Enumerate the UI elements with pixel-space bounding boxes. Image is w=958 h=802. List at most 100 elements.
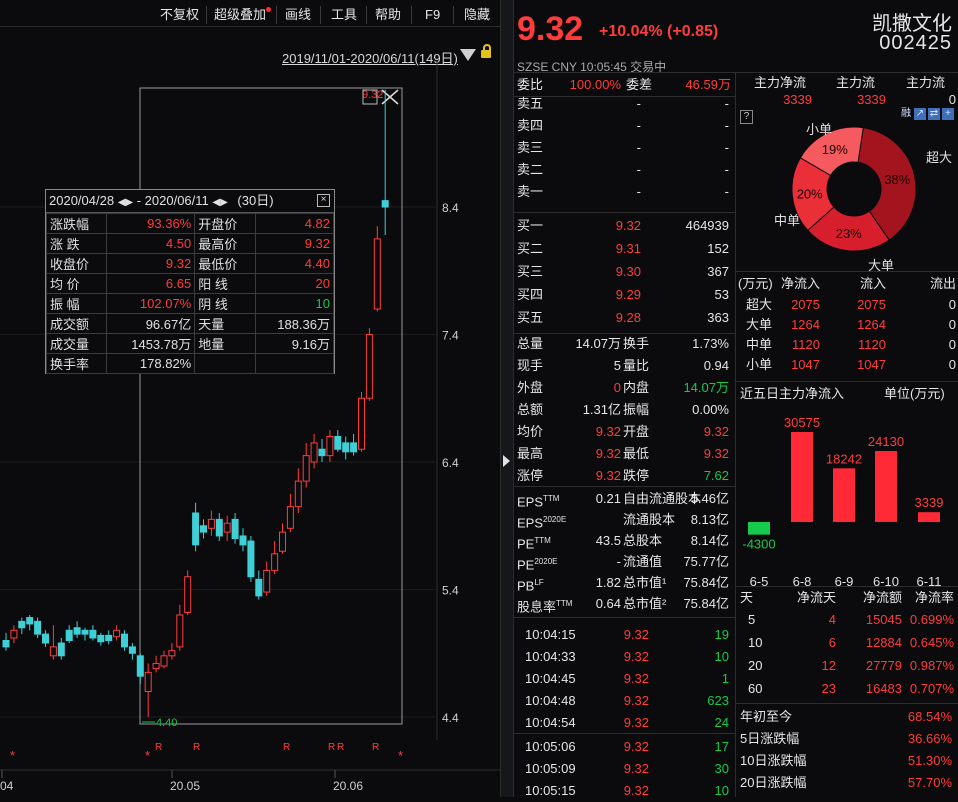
- r-mark: R: [283, 742, 290, 753]
- toolbar-tools-button[interactable]: 工具: [331, 7, 358, 22]
- summary-value: 14.07万: [683, 380, 729, 395]
- stats-value: 4.50: [106, 233, 196, 254]
- pie-label: 大单: [868, 258, 894, 273]
- stats-label: 最低价: [194, 253, 256, 274]
- fundamental-sup: TTM: [534, 536, 551, 545]
- return-label: 20日涨跌幅: [740, 775, 807, 790]
- prev-next-arrows-icon[interactable]: ◀▶: [212, 197, 228, 208]
- ask-price: -: [636, 140, 641, 155]
- tick-price: 9.32: [623, 627, 649, 642]
- tick-price: 9.32: [623, 671, 649, 686]
- stats-label: 收盘价: [45, 253, 108, 274]
- candle: [231, 513, 239, 544]
- fundamental-label: PETTM: [517, 530, 551, 552]
- fundamental-label: 流通股本: [623, 512, 676, 527]
- candle: [49, 625, 57, 660]
- ask-level-label: 卖三: [517, 140, 544, 155]
- candle: [184, 570, 192, 615]
- five-day-value-label: 30575: [784, 415, 820, 430]
- x-tick-label: 20.06: [333, 779, 363, 793]
- return-value: 57.70%: [907, 775, 952, 790]
- pie-slice: [799, 126, 864, 177]
- price-change: +10.04% (+0.85): [599, 23, 719, 40]
- five-day-bar-chart: -4300 6-5 30575 6-8 18242 6-9 24130 6-10 3339 6-1…: [742, 415, 943, 589]
- kline-chart[interactable]: 不复权 超级叠加 画线 工具 帮助 F9 隐藏 2019/11/01-2020/…: [0, 0, 500, 797]
- bid-volume: 53: [714, 287, 729, 302]
- r-mark: R: [372, 742, 379, 753]
- candle: [136, 653, 144, 684]
- candle: [247, 535, 255, 582]
- flow-swap-icon[interactable]: ⇄: [928, 108, 940, 120]
- fundamental-value: 0.64: [595, 596, 621, 611]
- tick-volume: 19: [714, 627, 729, 642]
- toolbar-overlay-button[interactable]: 超级叠加: [214, 7, 267, 22]
- fundamental-value: 8.14亿: [690, 533, 729, 548]
- toolbar-help-button[interactable]: 帮助: [375, 7, 402, 22]
- kline-plot[interactable]: 8.47.46.45.44.49.324.40R R R R R R* * *04 20.05 2…: [0, 60, 500, 797]
- fundamental-label: 流通值: [623, 554, 663, 569]
- stats-label: [194, 353, 256, 374]
- fundamental-label: 总市值¹: [623, 575, 667, 590]
- tick-price: 9.32: [623, 739, 649, 754]
- candle: [18, 617, 26, 635]
- fundamental-sup: TTM: [556, 599, 573, 608]
- candle: [239, 528, 247, 552]
- candle: [326, 430, 334, 462]
- summary-value: 5: [613, 358, 621, 373]
- flow-add-icon[interactable]: +: [942, 108, 954, 120]
- five-day-bar: [791, 432, 813, 522]
- toolbar-fuquan-button[interactable]: 不复权: [160, 7, 200, 22]
- mainflow-value: 0: [948, 92, 956, 107]
- toolbar-draw-button[interactable]: 画线: [285, 7, 312, 22]
- toolbar-hide-button[interactable]: 隐藏: [464, 7, 491, 22]
- flow-financing-icon[interactable]: 融: [901, 108, 911, 119]
- pie-label: 中单: [774, 213, 800, 228]
- summary-value: 9.32: [595, 424, 621, 439]
- period-table-cell: 6: [828, 635, 836, 650]
- panel-splitter[interactable]: [500, 0, 514, 797]
- five-day-value-label: 24130: [868, 434, 904, 449]
- flow-share-icon[interactable]: ↗: [914, 108, 926, 120]
- five-day-bar: [875, 450, 897, 522]
- stats-value: 4.82: [254, 213, 335, 234]
- help-icon[interactable]: ?: [740, 110, 753, 124]
- tick-time: 10:04:54: [525, 715, 576, 730]
- pie-pct-label: 19%: [822, 142, 848, 157]
- box-toggle-icon[interactable]: [362, 89, 378, 105]
- selection-box[interactable]: [139, 87, 403, 725]
- mainflow-header: 主力流: [836, 75, 876, 90]
- stats-value: 10: [254, 293, 335, 314]
- close-box-icon[interactable]: [381, 89, 399, 105]
- close-icon[interactable]: ×: [317, 194, 330, 207]
- star-mark: *: [10, 748, 15, 763]
- expand-arrow-icon[interactable]: [503, 455, 510, 467]
- lock-icon[interactable]: [481, 44, 491, 58]
- prev-next-arrows-icon[interactable]: ◀▶: [117, 197, 134, 208]
- ask-price: -: [636, 184, 641, 199]
- period-table-cell: 12884: [865, 635, 902, 650]
- candle: [144, 663, 152, 717]
- fundamental-sup: LF: [534, 578, 544, 587]
- tick-time: 10:04:48: [525, 693, 576, 708]
- five-day-category-label: 6-8: [793, 574, 812, 589]
- flow-table-cell: 2075: [791, 297, 820, 312]
- fundamental-value: 5.46亿: [690, 491, 729, 506]
- interval-stats-popup[interactable]: 2020/04/28 ◀▶ - 2020/06/11 ◀▶ (30日) × 涨跌…: [45, 189, 335, 374]
- summary-value: 9.32: [595, 468, 621, 483]
- candle: [255, 570, 263, 600]
- fundamental-value: 75.77亿: [683, 554, 729, 569]
- flow-table-cell: 0: [948, 317, 956, 332]
- fundamental-value: 0.21: [595, 491, 621, 506]
- candle: [310, 433, 318, 469]
- flow-table-cell: 0: [948, 357, 956, 372]
- candle: [168, 643, 176, 660]
- date-range-label[interactable]: 2019/11/01-2020/06/11(149日): [282, 51, 458, 66]
- flow-table-cell: 大单: [746, 317, 773, 332]
- tick-volume: 10: [714, 783, 729, 798]
- five-day-value-label: -4300: [742, 537, 775, 552]
- stock-code: 002425: [879, 32, 952, 54]
- dropdown-arrow-icon[interactable]: [460, 49, 476, 61]
- popup-header: 2020/04/28 ◀▶ - 2020/06/11 ◀▶ (30日): [46, 190, 334, 213]
- toolbar-f9-button[interactable]: F9: [425, 7, 441, 22]
- five-day-unit: 单位(万元): [884, 386, 945, 401]
